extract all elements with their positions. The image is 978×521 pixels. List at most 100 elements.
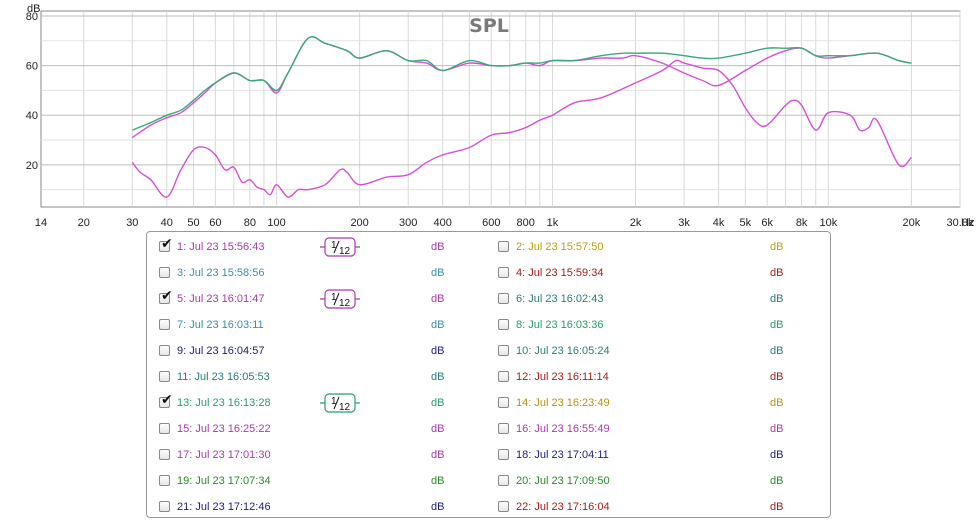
x-tick-label: 2k	[630, 217, 642, 229]
x-tick-label: 8k	[796, 217, 808, 229]
measurement-checkbox[interactable]	[159, 449, 170, 460]
measurement-label: 15: Jul 23 16:25:22	[177, 423, 271, 435]
measurement-label: 2: Jul 23 15:57:50	[516, 241, 604, 253]
smoothing-denominator: 12	[339, 298, 351, 309]
measurement-label: 9: Jul 23 16:04:57	[177, 345, 265, 357]
measurement-label: 16: Jul 23 16:55:49	[516, 423, 610, 435]
measurement-label: 19: Jul 23 17:07:34	[177, 475, 271, 487]
x-tick-label: 600	[482, 217, 500, 229]
measurement-unit: dB	[770, 397, 784, 409]
legend-panel: ✔ 1: Jul 23 15:56:43 dB 1 12 2: Jul 23 15:57:…	[146, 231, 831, 518]
smoothing-slash	[333, 240, 340, 254]
legend-item: 11: Jul 23 16:05:53 dB	[147, 364, 830, 390]
measurement-checkbox[interactable]: ✔	[159, 289, 173, 304]
legend-item: 22: Jul 23 17:16:04 dB	[147, 494, 830, 520]
legend-item: 19: Jul 23 17:07:34 dB	[147, 468, 830, 494]
smoothing-denominator: 12	[339, 402, 351, 413]
legend-item: 18: Jul 23 17:04:11 dB	[147, 442, 830, 468]
measurement-checkbox[interactable]	[498, 241, 509, 252]
smoothing-button[interactable]: 1 12	[320, 392, 360, 414]
measurement-unit: dB	[770, 449, 784, 461]
smoothing-box	[324, 237, 356, 257]
measurement-label: 3: Jul 23 15:58:56	[177, 267, 265, 279]
chart-title: SPL	[469, 15, 509, 37]
legend-item: ✔ 5: Jul 23 16:01:47 dB 1 12	[147, 286, 830, 312]
smoothing-button[interactable]: 1 12	[320, 288, 360, 310]
x-tick-label: 14	[35, 217, 47, 229]
measurement-label: 7: Jul 23 16:03:11	[177, 319, 264, 331]
measurement-unit: dB	[770, 501, 784, 513]
measurement-checkbox[interactable]	[159, 423, 170, 434]
measurement-checkbox[interactable]	[159, 267, 170, 278]
measurement-checkbox[interactable]	[498, 293, 509, 304]
smoothing-numerator: 1	[331, 396, 337, 407]
measurement-checkbox[interactable]	[159, 475, 170, 486]
measurement-checkbox[interactable]	[498, 371, 509, 382]
measurement-label: 17: Jul 23 17:01:30	[177, 449, 271, 461]
check-mark-icon: ✔	[161, 236, 173, 252]
measurement-checkbox[interactable]	[498, 319, 509, 330]
legend-item: 17: Jul 23 17:01:30 dB	[147, 442, 830, 468]
x-tick-label: 20	[78, 217, 90, 229]
measurement-checkbox[interactable]	[498, 397, 509, 408]
x-tick-label: 30	[126, 217, 138, 229]
legend-item: 20: Jul 23 17:09:50 dB	[147, 468, 830, 494]
legend-item: 2: Jul 23 15:57:50 dB	[147, 234, 830, 260]
x-tick-label: 300	[399, 217, 417, 229]
measurement-checkbox[interactable]	[498, 449, 509, 460]
measurement-unit: dB	[770, 293, 784, 305]
legend-item: 3: Jul 23 15:58:56 dB	[147, 260, 830, 286]
smoothing-denominator: 12	[339, 246, 351, 257]
x-tick-label: 20k	[903, 217, 921, 229]
spl-chart: 14 20 30 40 50 60 80 100 200 300 400 600 800 1k 2k 3k 4k…	[26, 3, 975, 229]
measurement-unit: dB	[431, 501, 445, 513]
measurement-checkbox[interactable]: ✔	[159, 237, 173, 252]
legend-item: 15: Jul 23 16:25:22 dB	[147, 416, 830, 442]
x-tick-label: 10k	[819, 217, 837, 229]
measurement-checkbox[interactable]	[159, 345, 170, 356]
measurement-unit: dB	[431, 293, 445, 305]
x-tick-label: 60	[209, 217, 221, 229]
measurement-unit: dB	[770, 423, 784, 435]
x-tick-label: 6k	[761, 217, 773, 229]
legend-item: 4: Jul 23 15:59:34 dB	[147, 260, 830, 286]
series-line-3	[132, 35, 912, 131]
legend-item: 21: Jul 23 17:12:46 dB	[147, 494, 830, 520]
measurement-unit: dB	[431, 475, 445, 487]
measurement-checkbox[interactable]	[159, 501, 170, 512]
measurement-unit: dB	[770, 475, 784, 487]
measurement-unit: dB	[431, 345, 445, 357]
smoothing-button[interactable]: 1 12	[320, 236, 360, 258]
measurement-unit: dB	[770, 345, 784, 357]
measurement-checkbox[interactable]	[498, 475, 509, 486]
x-tick-label: 30.0k	[947, 217, 974, 229]
measurement-checkbox[interactable]	[498, 501, 509, 512]
measurement-unit: dB	[431, 371, 445, 383]
smoothing-numerator: 1	[331, 292, 337, 303]
measurement-checkbox[interactable]	[498, 267, 509, 278]
measurement-checkbox[interactable]	[159, 371, 170, 382]
measurement-unit: dB	[770, 371, 784, 383]
legend-item: 6: Jul 23 16:02:43 dB	[147, 286, 830, 312]
measurement-checkbox[interactable]	[498, 423, 509, 434]
measurement-checkbox[interactable]: ✔	[159, 393, 173, 408]
y-tick-label: 80	[26, 11, 38, 23]
series-layer	[131, 35, 912, 198]
y-tick-label: 40	[26, 110, 38, 122]
measurement-label: 22: Jul 23 17:16:04	[516, 501, 610, 513]
x-tick-label: 800	[517, 217, 535, 229]
legend-item: 7: Jul 23 16:03:11 dB	[147, 312, 830, 338]
x-tick-label: 3k	[678, 217, 690, 229]
x-tick-label: 4k	[713, 217, 725, 229]
smoothing-icon: 112	[320, 237, 360, 257]
measurement-label: 5: Jul 23 16:01:47	[177, 293, 265, 305]
measurement-unit: dB	[431, 423, 445, 435]
legend-item: ✔ 13: Jul 23 16:13:28 dB 1 12	[147, 390, 830, 416]
check-mark-icon: ✔	[161, 392, 173, 408]
y-tick-label: 60	[26, 61, 38, 73]
measurement-checkbox[interactable]	[159, 319, 170, 330]
x-tick-label: 200	[350, 217, 368, 229]
measurement-unit: dB	[431, 267, 445, 279]
measurement-unit: dB	[770, 319, 784, 331]
measurement-checkbox[interactable]	[498, 345, 509, 356]
